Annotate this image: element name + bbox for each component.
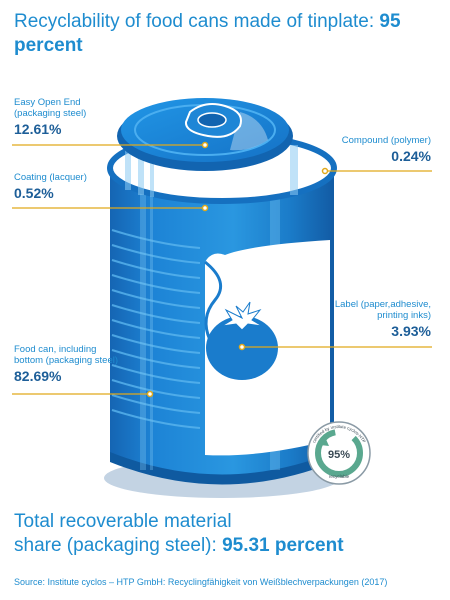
compound-name: Compound (polymer)	[341, 135, 431, 146]
recyclable-badge-icon	[307, 421, 371, 485]
compound-value: 0.24%	[391, 148, 431, 164]
coating-name: Coating (lacquer)	[14, 172, 87, 183]
easy-open-end-line1: Easy Open End	[14, 97, 81, 108]
easy-open-end-value: 12.61%	[14, 121, 62, 137]
footer-value: 95.31 percent	[222, 535, 344, 556]
leader-dots	[146, 141, 329, 398]
food-can-value: 82.69%	[14, 368, 62, 384]
page-title: Recyclability of food cans made of tinpl…	[14, 10, 414, 58]
can-bottom-rim	[110, 452, 334, 485]
title-text: Recyclability of food cans made of tinpl…	[14, 11, 375, 32]
coating-value: 0.52%	[14, 185, 54, 201]
can-ribs	[111, 229, 201, 429]
easy-open-end-line2: (packaging steel)	[14, 108, 87, 119]
label-food-can: Food can, including bottom (packaging st…	[14, 344, 154, 385]
label-line1: Label (paper,adhesive,	[334, 299, 431, 310]
footer-line1: Total recoverable material	[14, 511, 232, 532]
label-easy-open-end: Easy Open End (packaging steel) 12.61%	[14, 97, 154, 138]
label-value: 3.93%	[391, 323, 431, 339]
leader-lines	[12, 144, 432, 395]
badge-percent: 95%	[328, 449, 350, 461]
source-note: Source: Institute cyclos – HTP GmbH: Rec…	[14, 577, 388, 587]
label-curve	[204, 260, 223, 341]
title-value: 95 percent	[14, 11, 401, 56]
label-compound: Compound (polymer) 0.24%	[300, 135, 431, 165]
can-inner-stripes	[125, 142, 298, 197]
label-coating: Coating (lacquer) 0.52%	[14, 172, 154, 202]
label-label: Label (paper,adhesive, printing inks) 3.…	[300, 299, 431, 340]
total-recoverable-summary: Total recoverable material share (packag…	[14, 510, 434, 558]
food-can-line1: Food can, including	[14, 344, 97, 355]
footer-line2: share (packaging steel):	[14, 535, 217, 556]
food-can-line2: bottom (packaging steel)	[14, 355, 119, 366]
badge-bottom-text: recyclable	[329, 474, 350, 479]
pull-tab-icon	[184, 103, 242, 138]
label-line2: printing inks)	[377, 310, 431, 321]
